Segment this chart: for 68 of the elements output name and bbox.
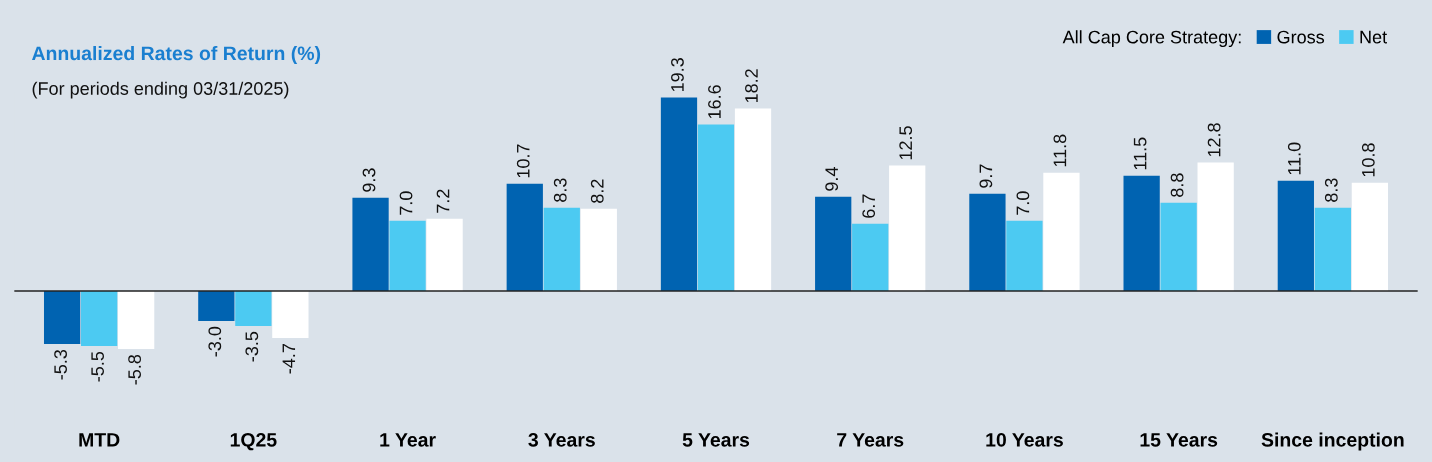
data-label: 18.2 (745, 69, 758, 103)
data-label: 10.7 (516, 144, 530, 178)
bar (1160, 202, 1197, 291)
bar (198, 290, 235, 322)
data-label: 7.0 (1016, 191, 1030, 215)
bar (272, 290, 309, 339)
chart-title: Annualized Rates of Return (%) (31, 45, 321, 65)
bar (815, 196, 852, 291)
data-label: 11.8 (1053, 134, 1067, 167)
bar (969, 193, 1006, 291)
legend-label: Gross (1277, 30, 1325, 44)
x-tick-label: 3 Years (528, 432, 595, 447)
x-tick-label: 5 Years (682, 433, 750, 447)
bar (889, 165, 926, 291)
data-label: 12.5 (899, 126, 913, 160)
bar (1197, 162, 1234, 291)
bar (426, 218, 463, 291)
data-label: 10.8 (1361, 143, 1375, 177)
bar (352, 197, 389, 291)
bar (734, 108, 772, 291)
data-label: 9.7 (979, 164, 993, 188)
data-label: 9.3 (362, 168, 376, 192)
bar (697, 124, 735, 291)
bar (852, 223, 889, 291)
bar (1351, 182, 1389, 291)
data-label: -4.7 (282, 344, 296, 374)
data-label: -3.5 (245, 331, 259, 362)
data-label: -5.8 (128, 354, 141, 385)
data-label: 19.3 (671, 58, 684, 92)
data-label: 7.2 (436, 189, 450, 213)
data-label: -5.5 (91, 351, 104, 382)
data-label: 11.5 (1133, 137, 1147, 170)
x-tick-label: Since inception (1261, 432, 1404, 451)
data-label: 12.8 (1207, 123, 1221, 157)
chart-subtitle: (For periods ending 03/31/2025) (32, 81, 289, 99)
data-label: 7.0 (399, 191, 413, 215)
bar (543, 207, 580, 291)
x-tick-label: 10 Years (986, 432, 1063, 447)
data-label: 8.3 (1324, 178, 1338, 202)
x-tick-label: 15 Years (1140, 433, 1218, 447)
bar (235, 290, 272, 327)
bar (1277, 180, 1314, 291)
bar (660, 97, 698, 291)
x-tick-label: 7 Years (837, 433, 904, 447)
data-label: -5.3 (54, 349, 67, 380)
bar (506, 183, 543, 291)
bar (1123, 175, 1160, 291)
bar (580, 208, 617, 291)
legend-label: Net (1360, 30, 1387, 44)
bar (118, 290, 155, 350)
data-label: 11.0 (1287, 142, 1301, 175)
x-tick-label: MTD (79, 433, 120, 447)
legend-title: All Cap Core Strategy: (1062, 30, 1241, 48)
bar (389, 220, 426, 291)
data-label: 9.4 (825, 167, 839, 191)
data-label: 8.2 (590, 179, 604, 203)
bar (1314, 207, 1351, 291)
data-label: 8.8 (1170, 173, 1184, 197)
data-label: 16.6 (708, 85, 721, 119)
bar (1006, 220, 1043, 291)
x-tick-label: 1 Year (380, 433, 436, 447)
data-label: -3.0 (208, 326, 222, 357)
data-label: 8.3 (553, 178, 567, 202)
x-tick-label: 1Q25 (230, 432, 277, 451)
bar (81, 290, 118, 347)
bar (1043, 172, 1080, 291)
bar (43, 290, 81, 345)
data-label: 6.7 (862, 194, 876, 218)
